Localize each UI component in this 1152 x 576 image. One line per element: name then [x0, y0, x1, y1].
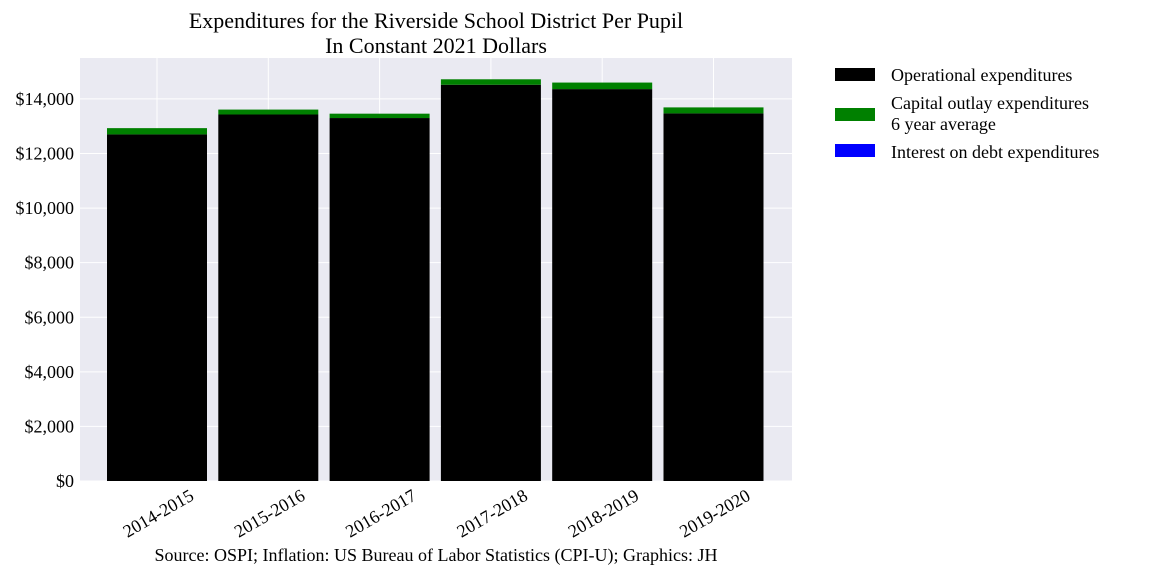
- source-note: Source: OSPI; Inflation: US Bureau of La…: [155, 545, 718, 566]
- y-tick-label: $4,000: [25, 362, 75, 382]
- bars: [107, 79, 764, 482]
- y-tick-label: $0: [56, 471, 74, 491]
- bar-segment-series-1: [218, 109, 319, 115]
- bar-segment-series-1: [552, 82, 653, 90]
- y-tick-label: $12,000: [16, 144, 75, 164]
- x-tick-label: 2017-2018: [453, 485, 531, 541]
- x-tick-label: 2014-2015: [119, 485, 197, 541]
- bar-segment-series-1: [440, 79, 541, 85]
- x-tick-label: 2019-2020: [676, 485, 754, 541]
- bar-segment-series-1: [329, 113, 430, 119]
- x-axis-ticks: 2014-2015 2015-2016 2016-2017 2017-2018 2018…: [119, 485, 753, 541]
- legend-swatch: [835, 144, 875, 157]
- legend-swatch: [835, 108, 875, 121]
- chart-subtitle: In Constant 2021 Dollars: [325, 33, 547, 58]
- x-tick-label: 2016-2017: [342, 485, 420, 541]
- y-tick-label: $10,000: [16, 198, 75, 218]
- x-tick-label: 2015-2016: [231, 485, 309, 541]
- y-tick-label: $2,000: [25, 416, 75, 436]
- x-tick-label: 2018-2019: [565, 485, 643, 541]
- bar-segment-series-0: [552, 89, 653, 482]
- bar-segment-series-0: [218, 114, 319, 481]
- bar-segment-series-0: [663, 113, 764, 481]
- y-tick-label: $14,000: [16, 89, 75, 109]
- legend-label: Interest on debt expenditures: [891, 142, 1099, 162]
- legend-label: Operational expenditures: [891, 65, 1072, 85]
- y-tick-label: $6,000: [25, 307, 75, 327]
- bar-segment-series-0: [440, 84, 541, 482]
- legend-swatch: [835, 68, 875, 81]
- bar-segment-series-0: [329, 118, 430, 482]
- bar-segment-series-1: [107, 128, 207, 135]
- bar-segment-series-0: [107, 134, 207, 481]
- legend: Operational expenditures Capital outlay e…: [835, 65, 1099, 162]
- bar-segment-series-1: [663, 107, 764, 114]
- chart-title: Expenditures for the Riverside School Di…: [189, 8, 683, 33]
- y-axis-ticks: $0 $2,000 $4,000 $6,000 $8,000 $10,000 $12,000…: [16, 89, 75, 491]
- y-tick-label: $8,000: [25, 253, 75, 273]
- legend-label: Capital outlay expenditures 6 year averag…: [891, 93, 1089, 134]
